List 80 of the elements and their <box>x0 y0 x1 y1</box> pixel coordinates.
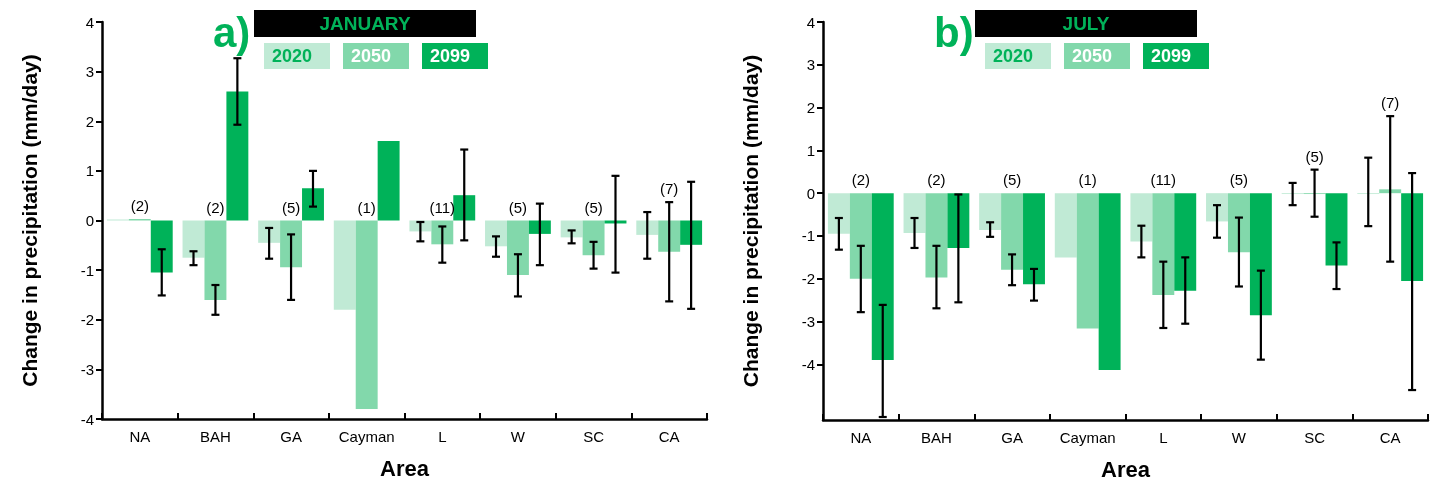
bar <box>333 220 356 310</box>
y-tick-label: -3 <box>80 360 94 378</box>
annotation: (2) <box>851 171 870 189</box>
bar <box>182 220 205 258</box>
bar <box>377 141 400 221</box>
y-tick-label: -1 <box>80 261 94 279</box>
y-tick-label: -4 <box>80 410 94 428</box>
x-tick-label: CA <box>1379 429 1401 446</box>
annotation: (5) <box>584 198 603 216</box>
x-tick-label: GA <box>1001 429 1023 446</box>
bar <box>302 188 324 221</box>
legend-header-box: JULY <box>975 10 1197 37</box>
chart-title: a) <box>213 8 251 56</box>
y-tick-label: 2 <box>85 112 94 130</box>
bar <box>226 91 249 221</box>
annotation: (5) <box>281 198 301 216</box>
bar <box>150 220 173 273</box>
y-axis-title: Change in precipitation (mm/day) <box>18 54 41 387</box>
bar <box>582 220 605 256</box>
y-tick-label: 3 <box>85 63 94 81</box>
annotation: (2) <box>130 197 149 215</box>
annotation: (11) <box>1150 171 1177 189</box>
text: 2020 <box>272 46 313 66</box>
annotation: (5) <box>508 198 528 216</box>
x-axis-title: Area <box>1101 456 1151 482</box>
x-tick-label: Cayman <box>338 428 395 445</box>
x-tick-label: GA <box>280 428 302 445</box>
y-tick-label: -1 <box>801 227 815 245</box>
annotation: (2) <box>927 171 946 189</box>
x-tick-label: Cayman <box>1059 429 1116 446</box>
x-tick-label: SC <box>583 428 605 445</box>
text: 2020 <box>993 46 1034 66</box>
x-tick-label: L <box>438 428 447 445</box>
annotation: (7) <box>1381 94 1400 112</box>
y-tick-label: 4 <box>806 13 815 31</box>
text: 2050 <box>1072 46 1113 66</box>
y-tick-label: -4 <box>801 355 815 373</box>
y-tick-label: 4 <box>85 13 94 31</box>
legend-header-box: JANUARY <box>254 10 476 37</box>
annotation: (1) <box>1078 171 1097 189</box>
x-tick-label: NA <box>850 429 872 446</box>
annotation: (2) <box>206 198 225 216</box>
annotation: (5) <box>1002 171 1022 189</box>
y-tick-label: -3 <box>801 313 815 331</box>
x-tick-label: W <box>510 428 526 445</box>
x-tick-label: SC <box>1304 429 1326 446</box>
y-tick-label: -2 <box>80 311 94 329</box>
y-tick-label: 3 <box>806 56 815 74</box>
y-tick-label: 1 <box>806 141 815 159</box>
bar <box>485 220 507 247</box>
bar <box>506 220 529 276</box>
x-tick-label: CA <box>658 428 680 445</box>
text: 2050 <box>351 46 392 66</box>
text: 2099 <box>430 46 471 66</box>
bar <box>280 220 303 268</box>
bar <box>355 220 378 410</box>
x-tick-label: BAH <box>921 429 952 446</box>
x-tick-label: W <box>1231 429 1247 446</box>
chart-title: b) <box>934 8 974 56</box>
bar <box>453 195 476 221</box>
x-tick-label: NA <box>129 428 151 445</box>
x-axis-title: Area <box>380 455 430 481</box>
bar <box>560 220 583 238</box>
y-tick-label: 1 <box>85 162 94 180</box>
bar <box>258 220 281 243</box>
y-axis-title: Change in precipitation (mm/day) <box>739 54 762 388</box>
y-tick-label: 0 <box>806 184 815 202</box>
x-tick-label: L <box>1159 429 1168 446</box>
annotation: (7) <box>660 180 679 198</box>
y-tick-label: -2 <box>801 270 815 288</box>
annotation: (5) <box>1229 171 1249 189</box>
bar <box>680 220 703 245</box>
text: 2099 <box>1151 46 1192 66</box>
annotation: (5) <box>1305 147 1324 165</box>
x-tick-label: BAH <box>200 428 231 445</box>
y-tick-label: 2 <box>806 99 815 117</box>
bar <box>204 220 227 300</box>
bar <box>658 220 681 252</box>
annotation: (1) <box>357 198 376 216</box>
y-tick-label: 0 <box>85 212 94 229</box>
